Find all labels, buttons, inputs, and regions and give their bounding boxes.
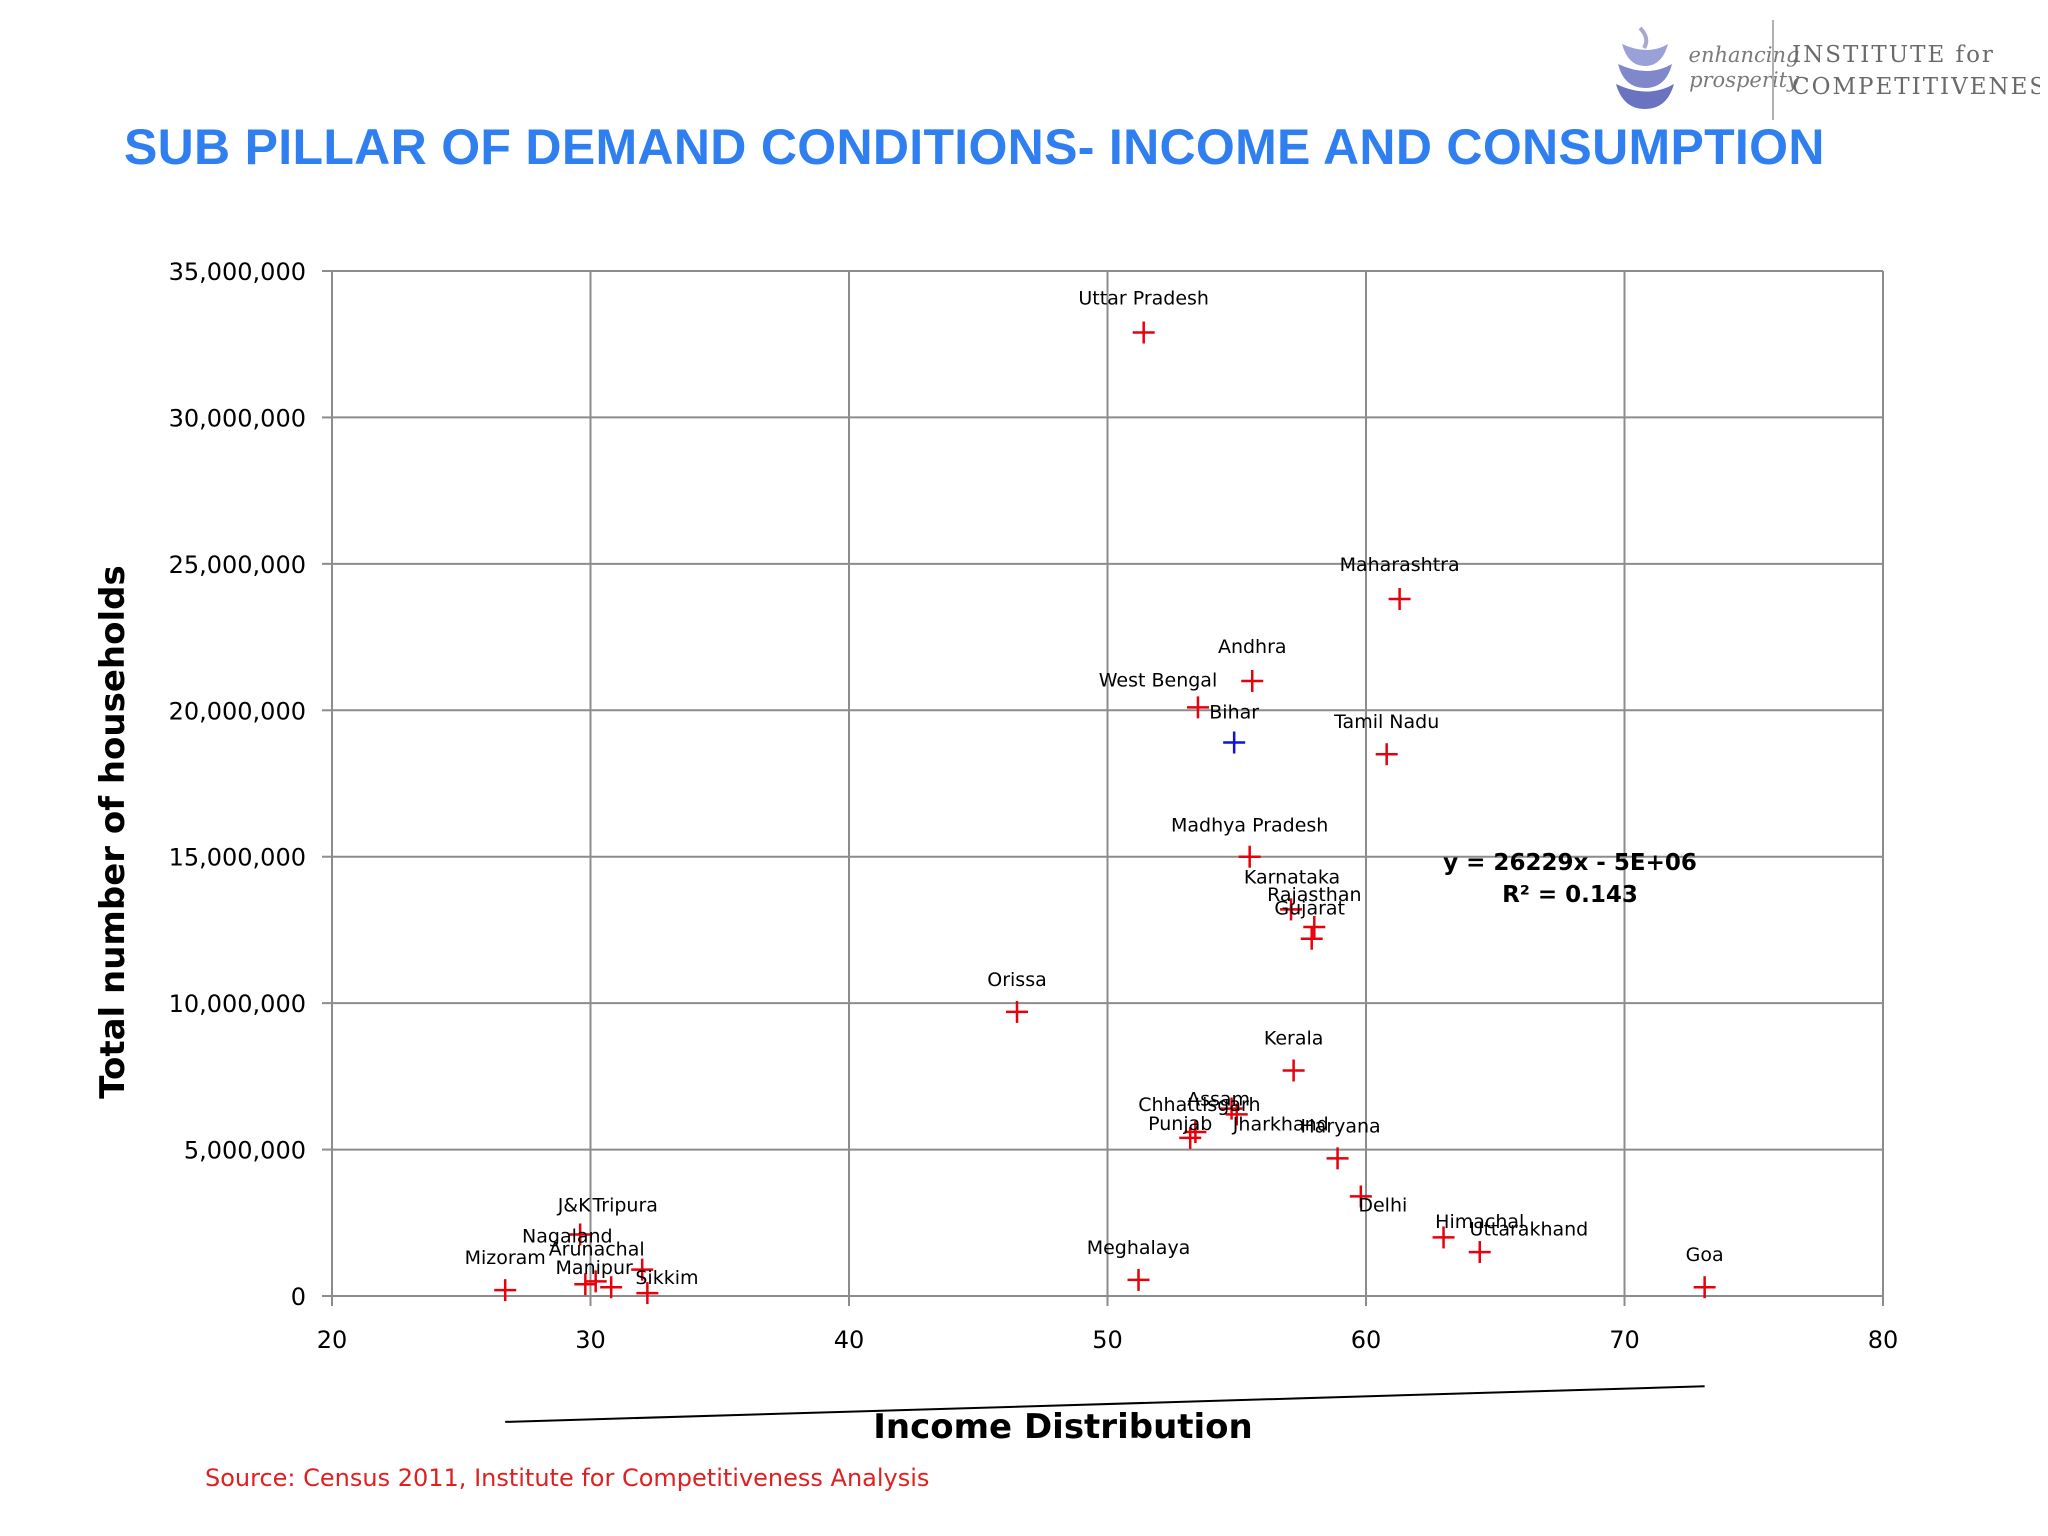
- y-tick-label: 35,000,000: [169, 258, 306, 286]
- institute-logo: enhancing prosperity INSTITUTE for COMPE…: [1616, 20, 2040, 120]
- point-label: Goa: [1686, 1244, 1724, 1266]
- point-label: Madhya Pradesh: [1171, 815, 1328, 837]
- data-point: [574, 1273, 597, 1296]
- point-label: Uttar Pradesh: [1078, 288, 1209, 310]
- data-point: [569, 1223, 592, 1246]
- trendline-r-squared: R² = 0.143: [1502, 882, 1638, 908]
- data-point: [494, 1279, 517, 1302]
- x-tick-label: 30: [575, 1326, 606, 1354]
- point-label: Punjab: [1148, 1113, 1212, 1135]
- point-label: Kerala: [1264, 1028, 1324, 1050]
- y-tick-label: 15,000,000: [169, 844, 306, 872]
- point-label: Delhi: [1358, 1194, 1407, 1216]
- x-tick-label: 70: [1609, 1326, 1640, 1354]
- data-point: [1326, 1147, 1349, 1170]
- point-label: Arunachal: [549, 1238, 645, 1260]
- data-point: [1132, 321, 1155, 344]
- y-axis-title: Total number of households: [93, 565, 133, 1098]
- point-label: Himachal: [1435, 1211, 1524, 1233]
- data-point: [1220, 1097, 1243, 1120]
- x-tick-label: 80: [1868, 1326, 1899, 1354]
- point-label: Manipur: [556, 1257, 633, 1279]
- point-label: Haryana: [1300, 1115, 1380, 1137]
- trendline-equation: y = 26229x - 5E+06: [1443, 850, 1697, 876]
- data-point: [600, 1276, 623, 1299]
- data-point: [1375, 743, 1398, 766]
- point-label: Jharkhand: [1232, 1113, 1329, 1135]
- data-point: [1388, 588, 1411, 610]
- chart-tick-labels: 20 30 40 50 60 70 80 0 5,000,000 10,000,000 15,000…: [169, 258, 1899, 1354]
- point-label: Rajasthan: [1267, 884, 1361, 906]
- x-axis-title: Income Distribution: [873, 1407, 1253, 1447]
- point-label: Chhattisgarh: [1138, 1094, 1260, 1116]
- logo-name-line-2: COMPETITIVENESS: [1792, 74, 2040, 100]
- data-point: [1225, 1103, 1248, 1126]
- x-tick-label: 20: [317, 1326, 348, 1354]
- data-point: [631, 1258, 654, 1281]
- logo-tagline-2: prosperity: [1689, 68, 1800, 92]
- data-point: [1127, 1268, 1150, 1291]
- data-point: [584, 1270, 607, 1293]
- point-label: Uttarakhand: [1470, 1218, 1589, 1240]
- data-point: [1282, 1059, 1305, 1082]
- y-tick-label: 10,000,000: [169, 990, 306, 1018]
- trendline-group: y = 26229x - 5E+06 R² = 0.143: [505, 850, 1705, 1423]
- point-label: Tamil Nadu: [1333, 711, 1439, 733]
- data-point: [1300, 927, 1323, 950]
- data-point: [1179, 1126, 1202, 1149]
- logo-emblem-icon: [1616, 26, 1674, 109]
- data-point: [1006, 1000, 1029, 1023]
- point-label: Meghalaya: [1087, 1237, 1191, 1259]
- point-label: J&K: [557, 1195, 591, 1217]
- point-label: Andhra: [1218, 636, 1287, 658]
- point-label: Mizoram: [465, 1247, 546, 1269]
- point-label: Sikkim: [635, 1267, 698, 1289]
- slide-title: SUB PILLAR OF DEMAND CONDITIONS- INCOME …: [124, 119, 1825, 175]
- point-label: Orissa: [987, 969, 1047, 991]
- point-label: Assam: [1187, 1089, 1250, 1111]
- source-note: Source: Census 2011, Institute for Compe…: [205, 1464, 930, 1492]
- point-label: Tripura: [591, 1195, 657, 1217]
- y-tick-label: 0: [291, 1283, 306, 1311]
- data-point: [1349, 1185, 1372, 1208]
- y-tick-label: 20,000,000: [169, 697, 306, 725]
- x-tick-label: 60: [1351, 1326, 1382, 1354]
- y-tick-label: 25,000,000: [169, 551, 306, 579]
- point-label: Maharashtra: [1340, 554, 1460, 576]
- data-point: [1432, 1226, 1455, 1249]
- data-point: [1280, 898, 1303, 921]
- data-point: [1241, 670, 1264, 692]
- data-point: [1693, 1276, 1716, 1299]
- data-point: [1186, 696, 1209, 719]
- chart-axes: [322, 270, 1884, 1306]
- point-label: Karnataka: [1244, 866, 1340, 888]
- trendline: [505, 1385, 1705, 1423]
- data-point: [1468, 1241, 1491, 1264]
- logo-name-line-1: INSTITUTE for: [1792, 42, 1995, 68]
- point-label: Gujarat: [1274, 898, 1345, 920]
- data-point: [1184, 1121, 1207, 1143]
- data-point: [1223, 731, 1246, 754]
- point-label: Bihar: [1209, 702, 1259, 724]
- point-label: Nagaland: [522, 1225, 613, 1247]
- point-label: West Bengal: [1099, 669, 1218, 691]
- x-tick-label: 50: [1092, 1326, 1123, 1354]
- y-tick-label: 30,000,000: [169, 404, 306, 432]
- logo-tagline-1: enhancing: [1689, 43, 1800, 67]
- chart-points: [494, 321, 1716, 1305]
- data-point: [636, 1282, 659, 1305]
- data-point: [1238, 845, 1261, 868]
- x-tick-label: 40: [834, 1326, 865, 1354]
- chart-grid: [331, 270, 1884, 1297]
- data-point: [1303, 916, 1326, 938]
- y-tick-label: 5,000,000: [184, 1137, 306, 1165]
